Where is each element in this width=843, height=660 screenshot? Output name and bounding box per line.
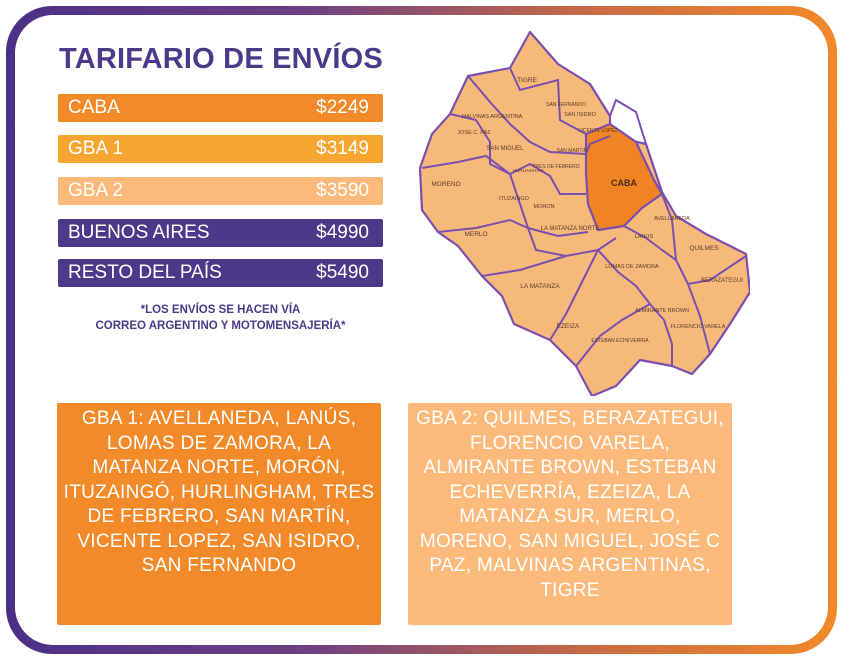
map-label-vicente-lopez: VICENTE LOPEZ (578, 128, 617, 134)
gba2-zones-box: GBA 2: QUILMES, BERAZATEGUI, FLORENCIO V… (408, 403, 732, 625)
rate-row-gba2: GBA 2 $3590 (58, 177, 383, 205)
map-label-merlo: MERLO (464, 231, 487, 238)
map-border (597, 249, 665, 321)
map-label-la-matanza: LA MATANZA (520, 283, 560, 290)
map-border (481, 255, 567, 277)
map-label-ituzaingo: ITUZAINGO (499, 196, 530, 202)
map-borders (421, 67, 747, 367)
rate-zone-label: RESTO DEL PAÍS (68, 262, 222, 283)
map-border (467, 75, 587, 155)
map-label-la-matanza-norte: LA MATANZA NORTE (541, 226, 600, 232)
rate-price: $2249 (316, 97, 369, 118)
rate-row-gba1: GBA 1 $3149 (58, 135, 383, 163)
rate-price: $5490 (316, 262, 369, 283)
map-label-jose-c-paz: JOSE C. PAZ (457, 130, 491, 136)
map-border (623, 225, 677, 261)
rate-row-caba: CABA $2249 (58, 94, 383, 122)
rate-zone-label: BUENOS AIRES (68, 222, 210, 243)
map-label-san-miguel: SAN MIGUEL (486, 146, 524, 152)
shipping-note-line2: CORREO ARGENTINO Y MOTOMENSAJERÍA* (95, 320, 346, 332)
card-body: TARIFARIO DE ENVÍOS CABA $2249 GBA 1 $31… (15, 15, 828, 645)
map-label-malvinas: MALVINAS ARGENTINA (462, 114, 523, 120)
map-label-caba: CABA (611, 178, 637, 188)
rate-row-resto-del-pais: RESTO DEL PAÍS $5490 (58, 259, 383, 287)
map-border (661, 193, 747, 286)
shipping-note: *LOS ENVÍOS SE HACEN VÍA CORREO ARGENTIN… (58, 302, 383, 334)
rate-zone-label: GBA 1 (68, 138, 123, 159)
map-label-tres-de-febrero: TRES DE FEBRERO (532, 164, 579, 170)
map-label-esteban-echeverria: ESTEBAN ECHEVERRIA (591, 338, 649, 344)
rate-row-buenos-aires: BUENOS AIRES $4990 (58, 219, 383, 247)
gba1-zones-box: GBA 1: AVELLANEDA, LANÚS, LOMAS DE ZAMOR… (57, 403, 381, 625)
map-label-berazategui: BERAZATEGUI (701, 278, 743, 284)
map-label-lomas: LOMAS DE ZAMORA (605, 264, 659, 270)
map-border (509, 162, 586, 195)
map-border (609, 98, 647, 145)
map-region-caba (584, 122, 664, 232)
map-border (449, 113, 511, 175)
map-label-avellaneda: AVELLANEDA (654, 216, 690, 222)
card-frame: TARIFARIO DE ENVÍOS CABA $2249 GBA 1 $31… (6, 6, 837, 654)
map-border (687, 283, 711, 355)
rate-zone-label: GBA 2 (68, 180, 123, 201)
map-label-tigre: TIGRE (517, 77, 538, 84)
map-label-hurlingham: HURLINGHAM (513, 168, 544, 173)
zone-map: CABA TIGRE MALVINAS ARGENTINA JOSE C. PA… (418, 30, 750, 396)
map-label-florencio-varela: FLORENCIO VARELA (671, 324, 726, 330)
map-border (437, 218, 589, 238)
map-border (509, 67, 587, 135)
rate-price: $3149 (316, 138, 369, 159)
map-region-body (418, 30, 750, 396)
map-label-ezeiza: EZEIZA (557, 323, 580, 330)
map-border (663, 319, 673, 366)
map-label-lanus: LANUS (635, 234, 654, 240)
map-border (585, 135, 611, 155)
page-title: TARIFARIO DE ENVÍOS (59, 43, 383, 75)
map-label-san-martin: SAN MARTIN (557, 148, 588, 154)
rate-price: $3590 (316, 180, 369, 201)
map-border (575, 303, 651, 367)
shipping-note-line1: *LOS ENVÍOS SE HACEN VÍA (140, 304, 301, 316)
map-label-san-isidro: SAN ISIDRO (564, 112, 597, 118)
map-label-moreno: MORENO (431, 181, 460, 188)
map-label-moron: MORON (533, 204, 554, 210)
rate-zone-label: CABA (68, 97, 120, 118)
map-border (421, 154, 529, 229)
map-labels: CABA TIGRE MALVINAS ARGENTINA JOSE C. PA… (431, 77, 743, 344)
map-label-san-fernando: SAN FERNANDO (546, 102, 586, 108)
rate-price: $4990 (316, 222, 369, 243)
map-label-quilmes: QUILMES (689, 245, 719, 252)
map-label-almirante-brown: ALMIRANTE BROWN (635, 308, 689, 314)
map-border (549, 249, 599, 341)
